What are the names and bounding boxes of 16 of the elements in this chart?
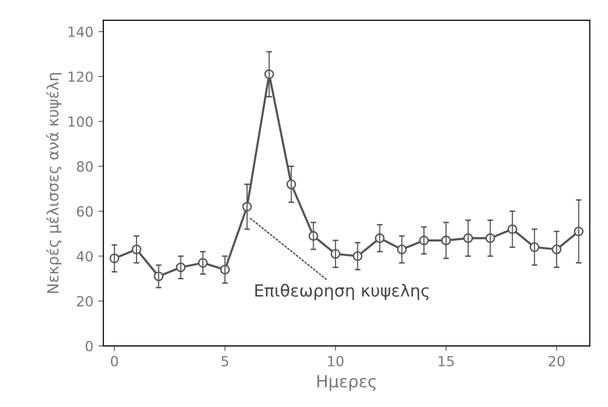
y-tick-label: 100 xyxy=(68,116,93,127)
x-tick-label: 20 xyxy=(548,356,565,366)
x-tick-label: 0 xyxy=(110,356,118,366)
y-tick-label: 20 xyxy=(76,296,93,307)
y-tick-label: 40 xyxy=(76,251,93,262)
x-tick-label: 5 xyxy=(222,356,228,366)
x-tick-label: 10 xyxy=(328,356,344,366)
annotation: Επιθεωρηση κυψελης xyxy=(255,284,429,300)
y-tick-label: 140 xyxy=(68,26,93,38)
y-tick-label: 80 xyxy=(76,161,93,172)
y-axis-title: Νεκρές μέλισσες ανά κυψέλη xyxy=(46,73,62,293)
y-tick-label: 0 xyxy=(86,340,93,352)
y-tick-label: 60 xyxy=(76,206,93,217)
y-tick-label: 120 xyxy=(68,71,93,82)
x-tick-label: 15 xyxy=(438,356,454,366)
x-axis-title: Ημερες xyxy=(317,375,376,391)
